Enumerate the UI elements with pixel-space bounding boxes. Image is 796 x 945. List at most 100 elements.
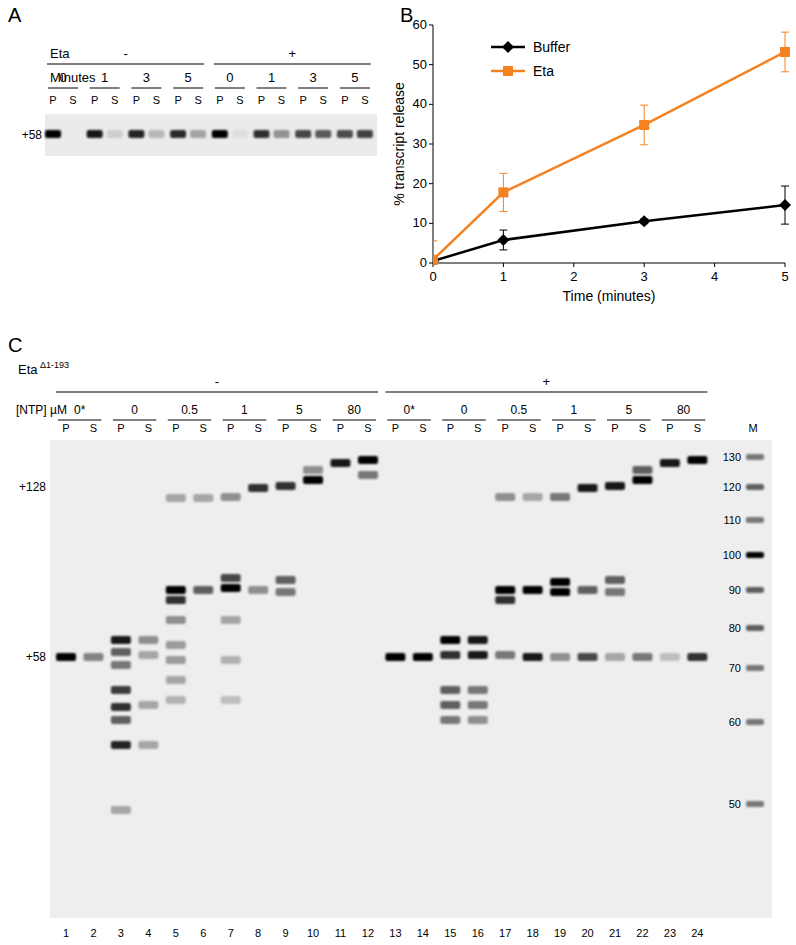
x-tick [503, 263, 504, 267]
lane-label: P [392, 422, 399, 434]
gel-band [632, 466, 652, 474]
lane-number: 8 [255, 927, 261, 939]
gel-band [523, 586, 543, 594]
gel-band [138, 651, 158, 659]
gel-band [331, 459, 351, 467]
gel-background [50, 440, 772, 918]
gel-band [248, 586, 268, 594]
gel-band [303, 466, 323, 474]
band-label: +58 [26, 650, 47, 664]
gel-band [495, 493, 515, 501]
legend-marker [502, 41, 514, 53]
time-label: 3 [310, 70, 317, 85]
lane-label: P [666, 422, 673, 434]
ntp-label: 1 [570, 403, 577, 417]
gel-band [295, 130, 311, 138]
legend-label: Eta [533, 63, 554, 79]
marker-lane-label: M [748, 422, 757, 434]
gel-band [578, 586, 598, 594]
gel-band [138, 701, 158, 709]
gel-band [358, 471, 378, 479]
ntp-bracket [442, 420, 485, 421]
marker [779, 199, 791, 211]
lane-number: 21 [609, 927, 621, 939]
ntp-label: 0* [403, 403, 415, 417]
y-tick [429, 104, 433, 105]
error-bar-cap [499, 249, 507, 250]
gel-band [111, 686, 131, 694]
lane-label: P [300, 94, 307, 106]
lane-label: P [502, 422, 509, 434]
error-bar-cap [781, 224, 789, 225]
gel-band [221, 584, 241, 592]
gel-band [468, 651, 488, 659]
ntp-bracket [662, 420, 705, 421]
marker-size-label: 100 [723, 549, 741, 561]
gel-band [138, 636, 158, 644]
lane-number: 22 [636, 927, 648, 939]
marker-size-label: 50 [729, 798, 741, 810]
gel-band [83, 653, 103, 661]
y-tick [429, 144, 433, 145]
time-bracket [340, 88, 370, 89]
band-label: +128 [19, 480, 46, 494]
lane-label: P [337, 422, 344, 434]
y-tick [429, 183, 433, 184]
marker [433, 255, 438, 265]
x-tick [785, 263, 786, 267]
time-label: 5 [351, 70, 358, 85]
lane-label: P [227, 422, 234, 434]
panel-label: A [8, 4, 22, 26]
band-label: +58 [22, 128, 43, 142]
gel-band [687, 456, 707, 464]
gel-band [212, 130, 228, 138]
lane-label: S [694, 422, 701, 434]
gel-band [746, 665, 764, 671]
gel-band [440, 686, 460, 694]
error-bar-cap [640, 105, 648, 106]
gel-band [87, 130, 103, 138]
lane-number: 2 [90, 927, 96, 939]
x-tick [573, 263, 574, 267]
ntp-label: 0.5 [181, 403, 198, 417]
lane-number: 10 [307, 927, 319, 939]
gel-band [687, 653, 707, 661]
lane-label: P [611, 422, 618, 434]
gel-band [166, 641, 186, 649]
panel-label: B [400, 4, 413, 26]
gel-band [440, 651, 460, 659]
chart-b: 0102030405060012345Time (minutes)% trans… [391, 17, 791, 304]
ntp-label: 0 [131, 403, 138, 417]
lane-label: S [529, 422, 536, 434]
lane-label: S [200, 422, 207, 434]
gel-band [550, 578, 570, 586]
lane-number: 1 [63, 927, 69, 939]
legend: BufferEta [491, 39, 570, 79]
x-tick-label: 2 [570, 269, 577, 284]
marker-size-label: 60 [729, 716, 741, 728]
gel-band [468, 686, 488, 694]
y-tick-label: 60 [413, 17, 427, 32]
lane-label: S [278, 94, 285, 106]
gel-band [605, 653, 625, 661]
y-tick [429, 263, 433, 264]
time-label: 1 [268, 70, 275, 85]
lane-label: P [216, 94, 223, 106]
gel-band [413, 653, 433, 661]
lane-label: P [133, 94, 140, 106]
lane-label: S [236, 94, 243, 106]
marker [498, 187, 508, 197]
row-label: Minutes [50, 70, 96, 85]
marker-size-label: 120 [723, 481, 741, 493]
gel-band [746, 517, 764, 523]
gel-band [746, 801, 764, 807]
x-tick-label: 5 [781, 269, 788, 284]
lane-label: S [90, 422, 97, 434]
gel-band [440, 701, 460, 709]
error-bar [640, 105, 648, 145]
condition-label: - [215, 374, 219, 389]
y-tick [429, 64, 433, 65]
lane-label: S [584, 422, 591, 434]
lane-label: S [320, 94, 327, 106]
lane-label: S [69, 94, 76, 106]
